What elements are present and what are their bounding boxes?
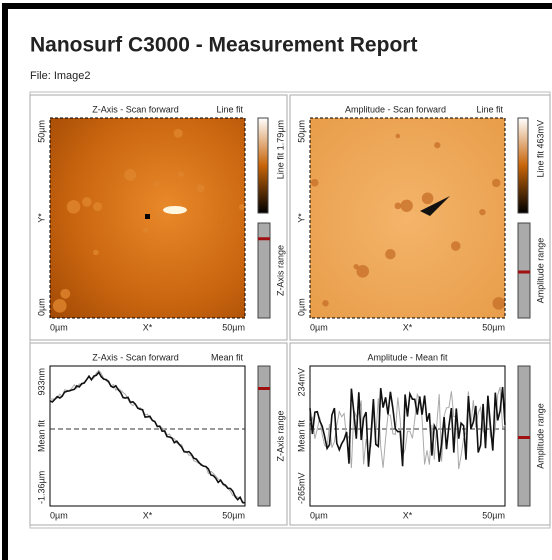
x-axis-left: 0µm: [310, 510, 328, 520]
feature: [239, 203, 246, 211]
y-axis-middle: Mean fit: [296, 419, 306, 452]
feature: [310, 178, 319, 187]
range-handle: [258, 237, 270, 241]
scan-image: [310, 118, 505, 318]
profile-line: [309, 386, 506, 470]
feature: [394, 202, 402, 210]
feature: [82, 197, 92, 207]
feature: [52, 298, 67, 313]
feature: [450, 241, 461, 251]
scan-border: [49, 117, 246, 319]
profile-line: [49, 371, 246, 504]
feature: [492, 297, 506, 310]
feature: [420, 196, 450, 216]
y-axis-bottom: 0µm: [296, 298, 306, 316]
feature: [385, 248, 396, 260]
feature: [156, 212, 163, 219]
x-axis-middle: X*: [143, 322, 153, 332]
x-axis-left: 0µm: [310, 322, 328, 332]
feature: [93, 249, 99, 256]
feature: [479, 208, 486, 216]
x-axis-right: 50µm: [482, 510, 505, 520]
panel-title: Amplitude - Mean fit: [367, 352, 448, 362]
range-label: Z-Axis range: [275, 245, 285, 296]
y-axis-middle: Y*: [36, 213, 46, 223]
range-handle: [258, 387, 270, 390]
range-label: Amplitude range: [535, 403, 545, 469]
feature: [178, 171, 184, 178]
feature: [153, 181, 160, 187]
plot-area: [49, 365, 246, 507]
feature: [173, 128, 183, 138]
feature: [356, 265, 370, 278]
x-axis-left: 0µm: [50, 510, 68, 520]
range-bar: [257, 365, 271, 507]
panel-fit: Mean fit: [211, 352, 244, 362]
report-title: Nanosurf C3000 - Measurement Report: [30, 34, 417, 57]
feature: [60, 288, 71, 299]
y-axis-top: 933nm: [36, 368, 46, 396]
range-label: Z-Axis range: [275, 410, 285, 461]
feature: [492, 178, 501, 188]
x-axis-middle: X*: [403, 322, 413, 332]
plot-area: [309, 365, 506, 507]
colorbar: [257, 117, 269, 214]
y-axis-top: 234mV: [296, 368, 306, 397]
range-handle: [518, 270, 530, 274]
y-axis-top: 50µm: [36, 120, 46, 143]
feature: [395, 133, 401, 139]
panel-title: Amplitude - Scan forward: [345, 104, 446, 114]
x-axis-middle: X*: [403, 510, 413, 520]
colorbar-label: Line fit 463mV: [535, 120, 545, 178]
feature: [196, 184, 205, 193]
y-axis-top: 50µm: [296, 120, 306, 143]
range-label: Amplitude range: [535, 238, 545, 304]
x-axis-right: 50µm: [482, 322, 505, 332]
feature: [400, 199, 413, 212]
y-axis-bottom: 0µm: [36, 298, 46, 316]
feature: [434, 142, 441, 149]
y-axis-middle: Mean fit: [36, 419, 46, 452]
panel-fit: Line fit: [476, 104, 503, 114]
x-axis-middle: X*: [143, 510, 153, 520]
frame: [2, 3, 552, 560]
feature: [322, 300, 329, 307]
feature: [163, 206, 187, 214]
panel-title: Z-Axis - Scan forward: [92, 104, 179, 114]
feature: [66, 200, 81, 214]
colorbar-label: Line fit 1.79µm: [275, 120, 285, 179]
range-bar: [257, 222, 271, 319]
feature: [143, 227, 149, 233]
y-axis-middle: Y*: [296, 213, 306, 223]
scan-border: [309, 117, 506, 319]
panel-title: Z-Axis - Scan forward: [92, 352, 179, 362]
x-axis-right: 50µm: [222, 322, 245, 332]
x-axis-left: 0µm: [50, 322, 68, 332]
y-axis-bottom: -1.36µm: [36, 471, 46, 504]
feature: [93, 202, 103, 212]
panel-fit: Line fit: [216, 104, 243, 114]
range-handle: [518, 436, 530, 439]
profile-line: [309, 386, 506, 467]
y-axis-bottom: -265mV: [296, 472, 306, 504]
feature: [124, 168, 137, 181]
file-name: File: Image2: [30, 70, 91, 82]
feature: [421, 192, 434, 205]
marker: [145, 214, 150, 219]
x-axis-right: 50µm: [222, 510, 245, 520]
colorbar: [517, 117, 529, 214]
